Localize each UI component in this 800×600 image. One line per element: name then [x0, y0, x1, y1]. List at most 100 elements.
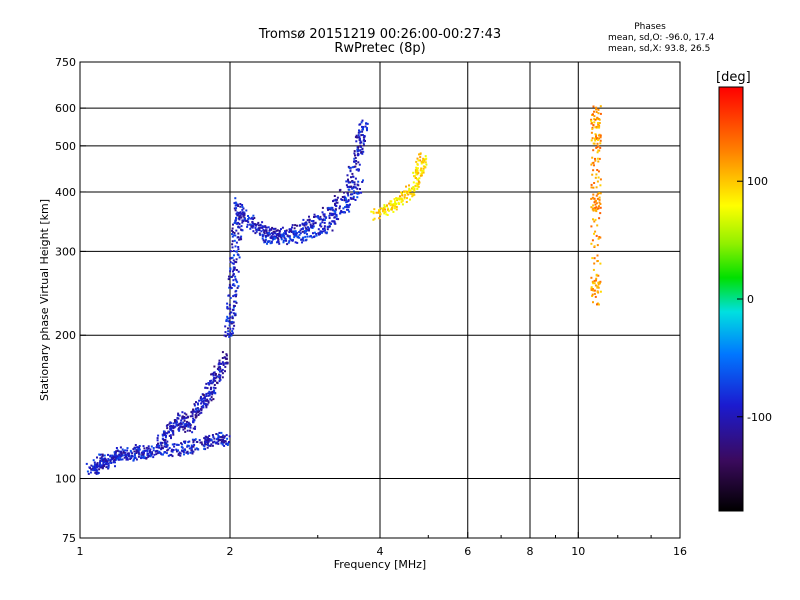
echo-point: [599, 236, 602, 239]
echo-point: [291, 239, 294, 242]
echo-point: [353, 150, 356, 153]
echo-point: [180, 442, 183, 445]
echo-point: [598, 157, 601, 160]
echo-point: [235, 250, 238, 253]
echo-point: [597, 122, 600, 124]
echo-point: [393, 198, 396, 201]
echo-point: [217, 363, 220, 366]
echo-point: [174, 420, 176, 423]
echo-point: [167, 448, 170, 451]
echo-point: [592, 204, 595, 207]
echo-point: [114, 454, 117, 457]
echo-point: [172, 422, 175, 425]
echo-point: [356, 196, 359, 199]
echo-point: [378, 217, 381, 220]
echo-point: [102, 461, 105, 464]
echo-point: [594, 133, 597, 136]
echo-point: [217, 442, 220, 445]
echo-point: [242, 214, 245, 217]
echo-point: [228, 283, 231, 286]
echo-point: [598, 217, 601, 220]
echo-point: [212, 378, 215, 381]
echo-point: [231, 315, 234, 318]
y-tick-label: 300: [55, 245, 76, 258]
echo-point: [591, 239, 594, 242]
echo-point: [107, 466, 110, 469]
echo-point: [231, 246, 234, 249]
echo-point: [357, 168, 360, 171]
x-tick-label: 1: [77, 545, 84, 558]
echo-point: [197, 408, 200, 411]
echo-point: [99, 462, 102, 465]
echo-point: [346, 186, 349, 188]
echo-point: [211, 390, 214, 393]
echo-point: [119, 446, 122, 449]
echo-point: [317, 228, 320, 231]
echo-point: [230, 333, 233, 335]
echo-point: [205, 382, 208, 385]
echo-point: [345, 201, 348, 204]
echo-point: [303, 224, 306, 227]
echo-point: [330, 206, 333, 209]
echo-point: [238, 223, 241, 225]
echo-point: [194, 448, 197, 451]
echo-point: [352, 195, 355, 198]
echo-point: [302, 239, 305, 242]
echo-point: [280, 238, 283, 241]
echo-point: [193, 404, 196, 407]
echo-point: [360, 121, 363, 124]
echo-point: [291, 224, 294, 227]
echo-point: [172, 430, 175, 433]
echo-point: [404, 190, 407, 193]
echo-point: [416, 163, 419, 166]
echo-point: [304, 226, 307, 229]
echo-point: [220, 440, 223, 443]
echo-point: [134, 456, 137, 459]
echo-point: [247, 218, 250, 221]
echo-point: [354, 154, 356, 157]
echo-point: [296, 224, 298, 227]
echo-point: [181, 443, 184, 446]
echo-point: [384, 208, 387, 211]
echo-point: [225, 353, 228, 356]
echo-point: [348, 167, 351, 169]
echo-point: [229, 307, 232, 310]
echo-point: [412, 194, 415, 197]
echo-point: [594, 230, 597, 233]
echo-point: [213, 365, 216, 368]
echo-point: [591, 127, 594, 130]
echo-point: [322, 230, 325, 233]
echo-point: [343, 191, 345, 194]
echo-point: [112, 461, 115, 464]
echo-point: [311, 225, 314, 228]
echo-point: [590, 131, 593, 134]
chart-title: Tromsø 20151219 00:26:00-00:27:43: [258, 27, 502, 42]
echo-point: [354, 157, 357, 159]
echo-point: [238, 238, 241, 241]
echo-point: [419, 159, 421, 162]
echo-point: [109, 459, 112, 462]
echo-point: [142, 453, 145, 456]
echo-point: [416, 178, 419, 181]
echo-point: [413, 187, 416, 190]
echo-point: [598, 192, 601, 195]
echo-point: [212, 435, 215, 438]
echo-point: [360, 151, 363, 154]
echo-point: [147, 452, 149, 455]
echo-point: [106, 461, 109, 464]
echo-point: [308, 235, 311, 238]
echo-point: [211, 434, 214, 436]
echo-point: [195, 401, 197, 404]
echo-point: [362, 136, 365, 139]
echo-point: [166, 449, 169, 452]
echo-point: [235, 261, 238, 264]
echo-point: [236, 211, 239, 214]
echo-point: [333, 220, 336, 223]
echo-point: [593, 232, 595, 235]
echo-point: [312, 220, 315, 222]
echo-point: [226, 315, 229, 318]
echo-point: [184, 441, 186, 444]
echo-point: [275, 229, 278, 232]
echo-point: [330, 223, 332, 225]
echo-point: [239, 211, 242, 214]
